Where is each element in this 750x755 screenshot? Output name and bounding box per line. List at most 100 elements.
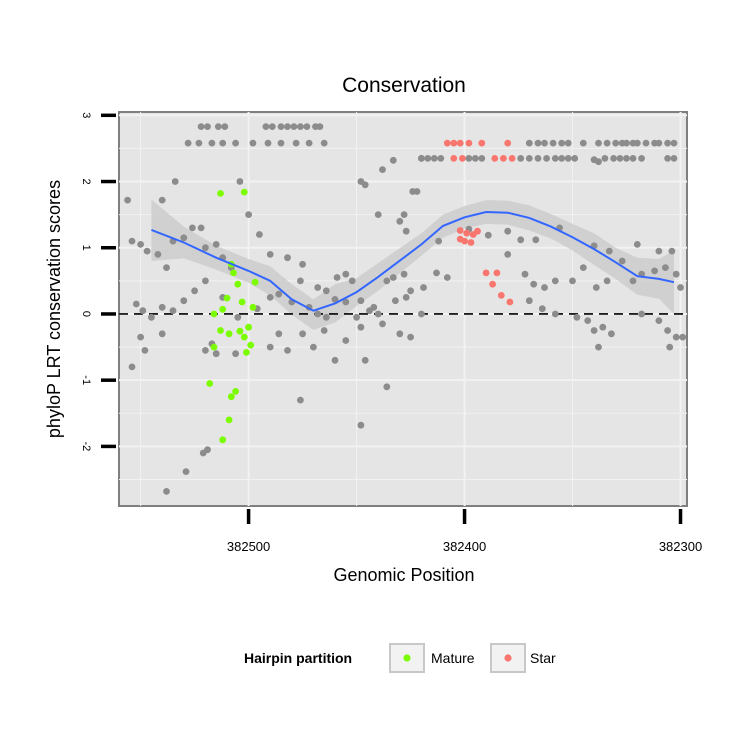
data-point-other — [357, 421, 365, 429]
data-point-other — [143, 247, 151, 255]
data-point-other — [402, 294, 410, 301]
data-point-mature — [206, 380, 214, 387]
data-point-other — [420, 284, 427, 291]
data-point-other — [320, 327, 328, 334]
data-point-other — [396, 217, 404, 225]
data-point-other — [396, 330, 404, 338]
data-point-other — [418, 155, 425, 162]
data-point-other — [292, 139, 300, 147]
data-point-other — [521, 270, 529, 278]
data-point-other — [256, 231, 263, 238]
data-point-star — [497, 292, 505, 299]
data-point-other — [208, 139, 216, 147]
data-point-star — [465, 139, 473, 147]
data-point-other — [392, 297, 399, 305]
plot-panel — [118, 111, 688, 507]
data-point-other — [389, 156, 397, 164]
data-point-other — [655, 139, 663, 147]
data-point-other — [141, 347, 149, 354]
data-point-other — [407, 287, 414, 295]
data-point-star — [450, 139, 458, 147]
data-point-other — [171, 178, 179, 185]
data-point-other — [379, 166, 386, 174]
data-point-other — [314, 310, 322, 318]
data-point-other — [471, 155, 479, 162]
data-point-other — [534, 139, 542, 147]
data-point-star — [443, 139, 451, 147]
data-point-other — [303, 123, 311, 130]
y-axis-label: phyloP LRT conservation scores — [44, 180, 64, 438]
data-point-other — [551, 155, 559, 162]
data-point-other — [579, 139, 587, 147]
data-point-other — [180, 297, 188, 305]
data-point-other — [353, 313, 360, 321]
data-point-star — [478, 139, 486, 147]
data-point-other — [202, 347, 209, 354]
data-point-star — [456, 139, 464, 147]
x-tick-label: 382400 — [443, 539, 486, 554]
data-point-other — [571, 155, 579, 162]
data-point-star — [463, 229, 471, 237]
data-point-star — [459, 155, 466, 162]
legend-marker-mature — [403, 654, 411, 662]
data-point-mature — [232, 388, 240, 395]
scatter-points — [124, 123, 687, 495]
data-point-other — [199, 449, 207, 457]
data-point-other — [517, 236, 525, 244]
data-point-other — [180, 234, 188, 242]
data-point-other — [389, 274, 397, 281]
data-point-other — [543, 155, 550, 162]
data-point-other — [219, 139, 227, 147]
data-point-mature — [223, 294, 231, 302]
data-point-other — [584, 317, 592, 324]
data-point-other — [484, 231, 492, 239]
y-tick-label: -1 — [80, 375, 92, 385]
legend-marker-star — [504, 654, 512, 662]
data-point-other — [383, 277, 391, 285]
data-point-other — [595, 139, 602, 147]
data-point-star — [450, 155, 458, 162]
data-point-other — [202, 277, 209, 285]
data-point-other — [137, 333, 145, 341]
data-point-other — [137, 241, 145, 248]
data-point-other — [633, 139, 641, 147]
y-tick-label: 1 — [80, 245, 92, 251]
data-point-other — [605, 247, 613, 255]
data-point-other — [342, 270, 350, 278]
data-point-other — [407, 333, 414, 341]
data-point-other — [195, 139, 203, 147]
data-point-star — [482, 269, 490, 277]
data-point-other — [361, 356, 369, 364]
data-point-mature — [225, 330, 233, 338]
data-point-other — [525, 155, 533, 162]
data-point-other — [299, 330, 306, 338]
data-point-other — [366, 307, 373, 315]
legend-key-star — [490, 643, 526, 673]
data-point-other — [245, 211, 253, 219]
data-point-other — [418, 310, 425, 318]
data-point-other — [603, 139, 611, 147]
data-point-other — [202, 244, 209, 252]
data-point-other — [275, 330, 283, 338]
data-point-other — [430, 155, 438, 162]
data-point-other — [668, 247, 676, 255]
data-point-star — [491, 155, 499, 162]
y-tick-label: 3 — [80, 112, 92, 118]
data-point-star — [508, 155, 516, 162]
data-point-other — [541, 139, 548, 147]
data-point-other — [629, 277, 637, 285]
data-point-other — [284, 347, 291, 354]
data-point-other — [266, 343, 274, 351]
data-point-other — [148, 313, 155, 321]
data-point-other — [590, 327, 598, 334]
data-point-other — [579, 264, 587, 271]
data-point-other — [595, 343, 602, 351]
data-point-other — [342, 337, 350, 344]
data-point-mature — [240, 188, 248, 196]
data-point-mature — [234, 280, 242, 288]
axes: -2 -1 0 1 2 3 382500 382400 382300 — [80, 112, 702, 554]
data-point-other — [638, 155, 645, 162]
data-point-other — [154, 251, 162, 258]
data-point-other — [504, 227, 512, 235]
data-point-other — [275, 290, 283, 298]
